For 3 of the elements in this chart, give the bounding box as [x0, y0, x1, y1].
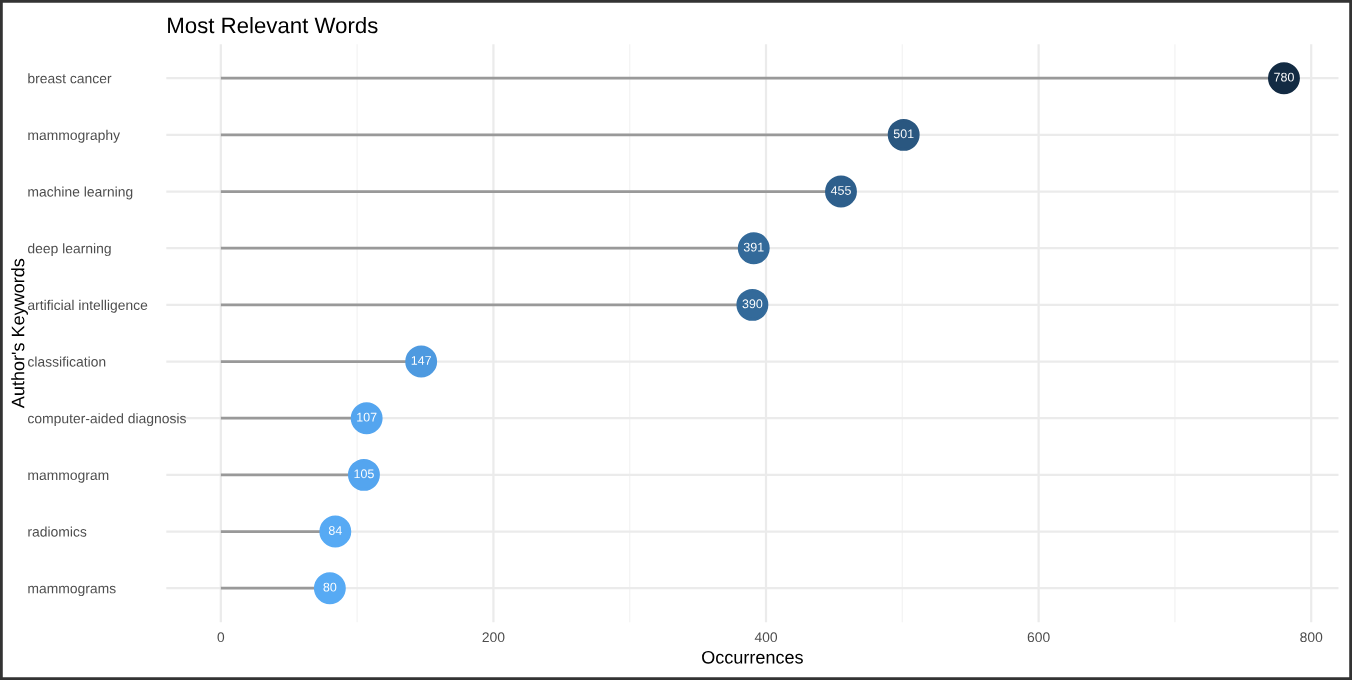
chart-title: Most Relevant Words [168, 16, 378, 34]
x-axis-title: Occurrences [702, 650, 803, 664]
y-axis-title: Author's Keywords [11, 258, 28, 409]
